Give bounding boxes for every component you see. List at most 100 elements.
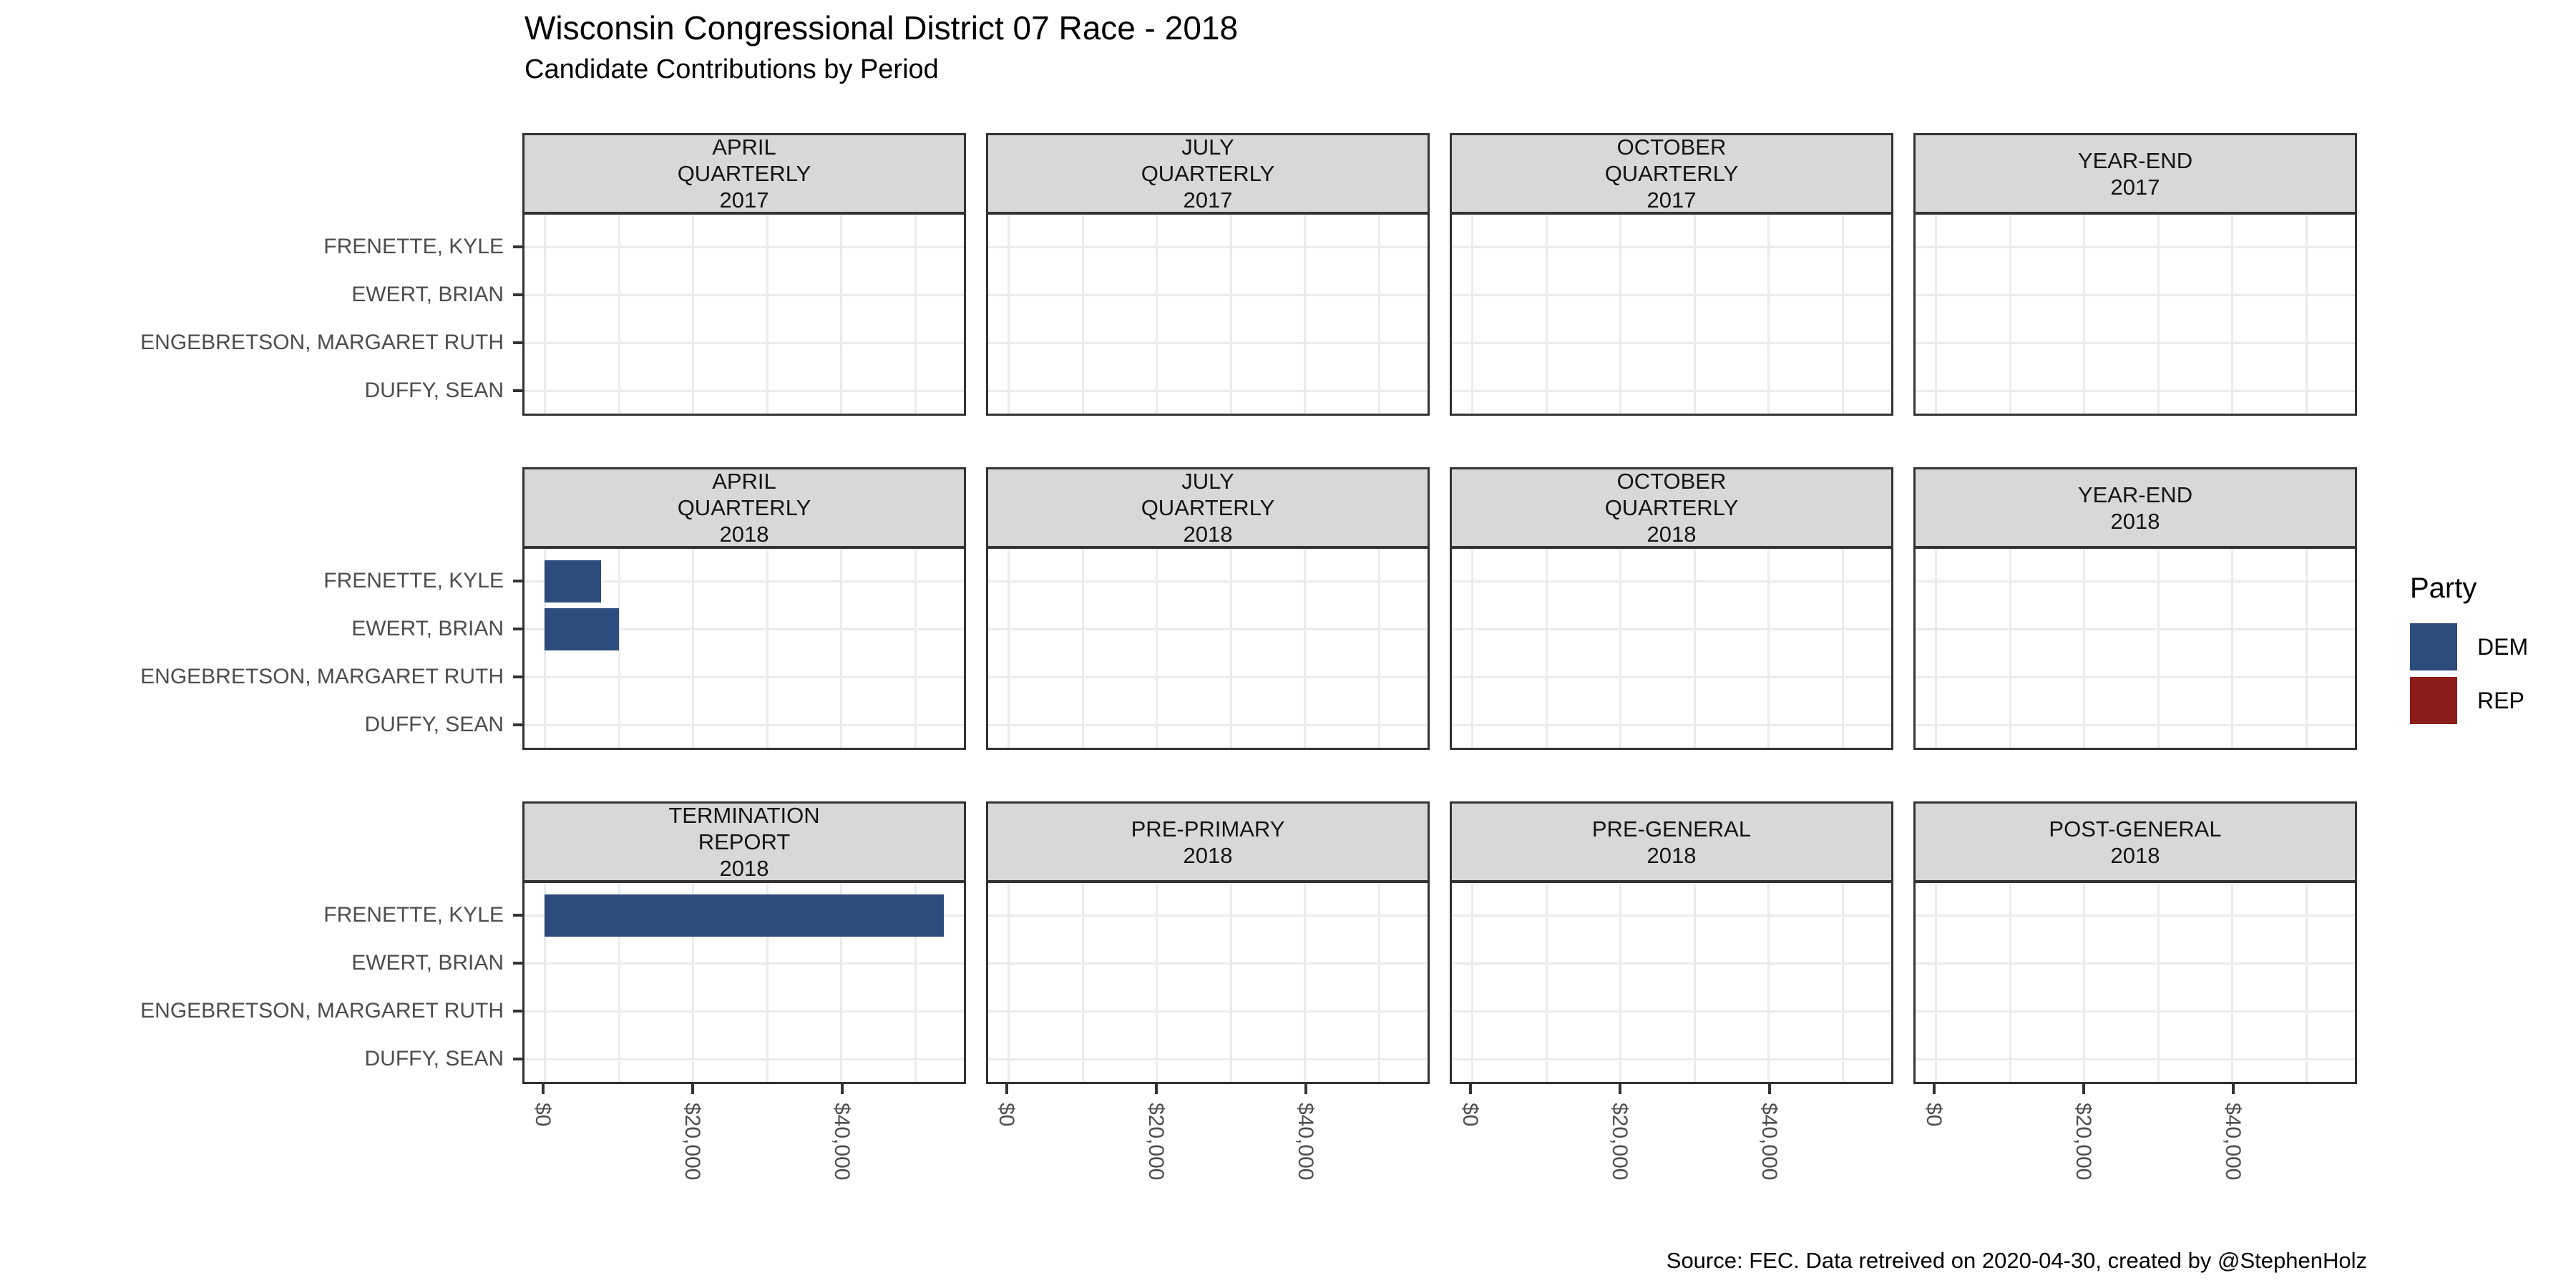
x-axis-tick [1304, 1084, 1307, 1094]
facet-strip: OCTOBER QUARTERLY 2017 [1450, 133, 1893, 215]
gridline-horizontal [525, 580, 964, 582]
gridline-horizontal [988, 1010, 1428, 1013]
gridline-horizontal [988, 390, 1428, 392]
facet: JULY QUARTERLY 2018 [986, 467, 1430, 750]
gridline-vertical [2083, 215, 2086, 414]
facet-strip-label: 2018 [719, 856, 769, 881]
facet: JULY QUARTERLY 2017 [986, 133, 1430, 416]
gridline-vertical [1156, 549, 1158, 748]
facet-strip-label: QUARTERLY [1141, 161, 1275, 186]
y-axis: FRENETTE, KYLE EWERT, BRIAN ENGEBRETSON, M… [0, 883, 522, 1082]
gridline-horizontal [1452, 390, 1891, 392]
y-axis-label: FRENETTE, KYLE [323, 569, 504, 592]
facet-strip: TERMINATION REPORT 2018 [522, 801, 966, 883]
gridline-vertical [1935, 883, 1938, 1082]
y-axis-label: DUFFY, SEAN [364, 379, 504, 402]
x-axis-tick-label: $20,000 [1607, 1103, 1631, 1181]
gridline-horizontal [988, 246, 1428, 248]
y-axis-label: EWERT, BRIAN [351, 951, 504, 975]
y-axis: FRENETTE, KYLE EWERT, BRIAN ENGEBRETSON, M… [0, 549, 522, 748]
gridline-horizontal [988, 342, 1428, 344]
gridline-horizontal [1452, 342, 1891, 344]
facet-strip: PRE-GENERAL 2018 [1450, 801, 1893, 883]
y-axis-tick [513, 1058, 522, 1060]
gridline-vertical [766, 549, 769, 748]
legend-swatch-dem [2410, 623, 2457, 670]
gridline-vertical [2009, 215, 2011, 414]
gridline-vertical [1081, 883, 1084, 1082]
facet-panel [522, 549, 966, 750]
gridline-horizontal [988, 294, 1428, 296]
gridline-vertical [2009, 549, 2011, 748]
gridline-vertical [2157, 883, 2160, 1082]
x-axis-tick-label: $0 [1921, 1103, 1946, 1127]
gridline-horizontal [988, 580, 1428, 582]
y-axis-label: EWERT, BRIAN [351, 283, 504, 306]
gridline-horizontal [525, 1010, 964, 1013]
x-axis: $0 $20,000 $40,000 [1450, 1084, 1893, 1213]
facet-panels: TERMINATION REPORT 2018 $0 $20,000 $40,000 PRE… [522, 801, 2357, 1213]
gridline-vertical [1693, 549, 1696, 748]
legend-title: Party [2410, 572, 2477, 604]
gridline-horizontal [988, 1058, 1428, 1060]
facet-strip: YEAR-END 2017 [1913, 133, 2357, 215]
x-axis-tick [541, 1084, 545, 1094]
legend-entry: REP [2410, 677, 2528, 724]
facet-row: FRENETTE, KYLE EWERT, BRIAN ENGEBRETSON, M… [0, 133, 2376, 416]
gridline-horizontal [1916, 390, 2355, 392]
gridline-horizontal [1452, 676, 1891, 678]
gridline-vertical [1619, 549, 1622, 748]
facet-strip-label: PRE-PRIMARY [1131, 816, 1285, 841]
facet-panel [1913, 883, 2357, 1084]
x-axis-tick-label: $0 [994, 1103, 1018, 1127]
facet: TERMINATION REPORT 2018 $0 $20,000 $40,000 [522, 801, 966, 1213]
chart-title: Wisconsin Congressional District 07 Race… [525, 9, 1239, 47]
facet: PRE-GENERAL 2018 $0 $20,000 $40,000 [1450, 801, 1893, 1213]
facet: OCTOBER QUARTERLY 2017 [1450, 133, 1893, 416]
gridline-vertical [1693, 883, 1696, 1082]
facet-strip: POST-GENERAL 2018 [1913, 801, 2357, 883]
gridline-vertical [2083, 549, 2086, 748]
gridline-vertical [1767, 883, 1770, 1082]
gridline-vertical [1377, 215, 1380, 414]
gridline-horizontal [525, 246, 964, 248]
facet-strip-label: REPORT [698, 829, 791, 854]
facet-strip: APRIL QUARTERLY 2017 [522, 133, 966, 215]
legend-label: DEM [2477, 633, 2529, 660]
chart-caption: Source: FEC. Data retreived on 2020-04-3… [1666, 1248, 2367, 1273]
facet-strip-label: 2017 [1183, 187, 1233, 213]
facet-strip-label: PRE-GENERAL [1591, 816, 1752, 841]
gridline-vertical [1935, 215, 1938, 414]
gridline-vertical [544, 215, 547, 414]
legend-entry: DEM [2410, 623, 2528, 670]
x-axis-tick [1618, 1084, 1621, 1094]
gridline-horizontal [1452, 246, 1891, 248]
facet-panel [986, 215, 1430, 416]
gridline-vertical [1377, 549, 1380, 748]
gridline-vertical [2157, 215, 2160, 414]
gridline-horizontal [1916, 294, 2355, 296]
gridline-vertical [2231, 883, 2234, 1082]
gridline-horizontal [1452, 1010, 1891, 1013]
gridline-horizontal [1916, 914, 2355, 917]
gridline-vertical [1471, 883, 1474, 1082]
gridline-vertical [914, 883, 917, 1082]
gridline-horizontal [525, 628, 964, 630]
facet: YEAR-END 2018 [1913, 467, 2357, 750]
y-axis-tick [513, 389, 522, 392]
facet-strip: PRE-PRIMARY 2018 [986, 801, 1430, 883]
facet: APRIL QUARTERLY 2017 [522, 133, 966, 416]
gridline-vertical [1229, 215, 1232, 414]
facet-panel [986, 883, 1430, 1084]
gridline-vertical [2305, 215, 2308, 414]
gridline-horizontal [1916, 342, 2355, 344]
facet-strip-label: 2018 [2110, 842, 2160, 868]
chart-subtitle: Candidate Contributions by Period [525, 54, 939, 84]
y-axis-label: DUFFY, SEAN [364, 1047, 504, 1070]
x-axis-tick-label: $40,000 [1293, 1103, 1317, 1181]
gridline-horizontal [1452, 914, 1891, 917]
gridline-horizontal [525, 724, 964, 726]
gridline-vertical [1229, 549, 1232, 748]
facet-strip-label: POST-GENERAL [2049, 816, 2222, 841]
gridline-vertical [692, 215, 695, 414]
